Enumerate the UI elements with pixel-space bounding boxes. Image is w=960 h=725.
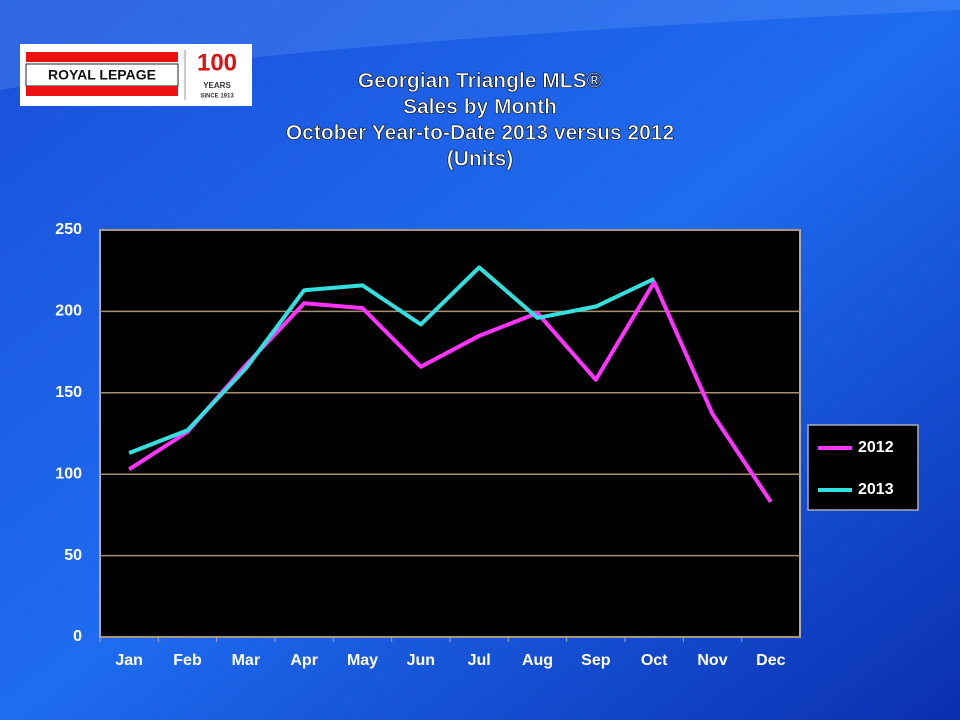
logo: ROYAL LEPAGE 100 YEARS SINCE 1913 (20, 44, 252, 106)
y-tick-label: 0 (73, 628, 82, 645)
y-tick-label: 200 (55, 303, 82, 320)
x-tick-label: Jun (407, 652, 435, 669)
x-tick-label: Nov (697, 652, 727, 669)
plot-area (99, 229, 801, 638)
legend-label: 2013 (858, 481, 894, 498)
chart-title: Sales by Month (403, 96, 557, 119)
logo-red (26, 86, 178, 96)
logo-years: YEARS (203, 81, 231, 90)
x-tick-label: Oct (641, 652, 668, 669)
legend-box (807, 424, 919, 511)
logo-brand: ROYAL LEPAGE (48, 67, 156, 83)
logo-red-top (26, 52, 178, 62)
x-tick-label: May (347, 652, 378, 669)
chart-title: (Units) (447, 148, 514, 171)
y-tick-label: 250 (55, 221, 82, 238)
chart-title: October Year-to-Date 2013 versus 2012 (286, 122, 674, 145)
x-tick-label: Sep (581, 652, 611, 669)
x-tick-label: Jan (115, 652, 143, 669)
line-series (128, 265, 656, 455)
logo-number: 100 (197, 49, 237, 76)
logo-since: SINCE 1913 (200, 94, 234, 100)
x-tick-label: Dec (756, 652, 785, 669)
x-tick-label: Apr (290, 652, 318, 669)
y-tick-label: 150 (55, 384, 82, 401)
x-tick-label: Mar (232, 652, 260, 669)
y-tick-label: 100 (55, 465, 82, 482)
y-tick-label: 50 (64, 547, 82, 564)
x-tick-label: Jul (468, 652, 491, 669)
swoosh (0, 0, 960, 90)
chart-title: Georgian Triangle MLS® (358, 70, 603, 93)
x-tick-label: Aug (522, 652, 553, 669)
x-tick-label: Feb (173, 652, 202, 669)
legend-label: 2012 (858, 439, 894, 456)
